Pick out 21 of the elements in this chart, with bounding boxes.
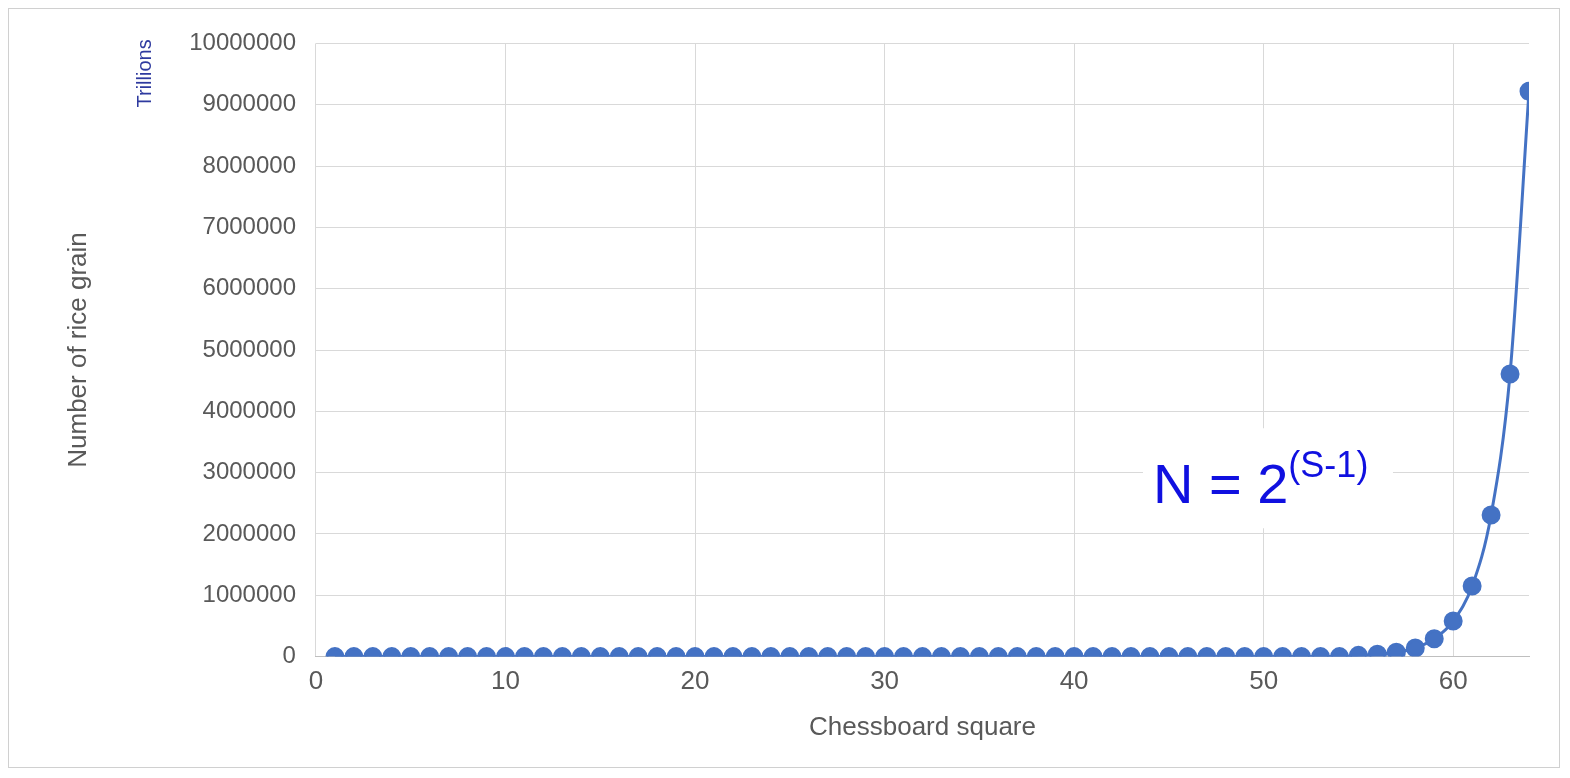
y-axis-title: Number of rice grain xyxy=(61,232,92,468)
y-tick-label: 6000000 xyxy=(202,273,296,301)
y-tick-label: 3000000 xyxy=(202,457,296,485)
y-tick-label: 7000000 xyxy=(202,211,296,239)
text: Trillions xyxy=(133,39,156,108)
x-axis-title: Chessboard square xyxy=(809,710,1036,741)
x-tick-label: 30 xyxy=(870,665,900,696)
y-tick-label: 10000000 xyxy=(189,28,296,56)
x-tick-label: 10 xyxy=(491,665,520,696)
y-tick-label: 5000000 xyxy=(202,334,296,362)
y-tick-label: 9000000 xyxy=(202,89,296,117)
y-tick-label: 2000000 xyxy=(202,518,296,546)
x-tick-label: 40 xyxy=(1059,665,1089,696)
x-tick-label: 20 xyxy=(680,665,710,696)
x-tick-label: 50 xyxy=(1249,665,1279,696)
x-tick-label: 0 xyxy=(308,665,324,696)
x-tick-label: 60 xyxy=(1438,665,1468,696)
y-tick-label: 0 xyxy=(282,641,296,669)
y-tick-label: 1000000 xyxy=(202,579,296,607)
y-tick-label: 4000000 xyxy=(202,395,296,423)
y-tick-label: 8000000 xyxy=(202,150,296,178)
